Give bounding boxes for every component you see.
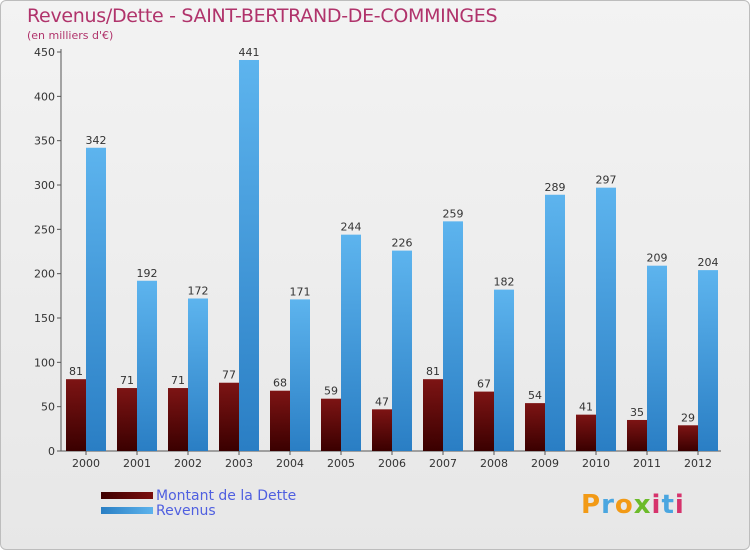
bar-dette — [270, 390, 290, 451]
bar-dette — [423, 379, 443, 451]
proxiti-logo: Proxiti — [581, 490, 685, 520]
bar-dette — [219, 382, 239, 451]
data-label-dette: 71 — [171, 374, 185, 387]
bar-dette — [576, 414, 596, 451]
data-label-dette: 67 — [477, 378, 491, 391]
y-tick-label: 350 — [34, 135, 55, 148]
x-tick-label: 2011 — [633, 457, 661, 470]
data-label-revenus: 204 — [698, 256, 719, 269]
bar-dette — [678, 425, 698, 451]
data-label-revenus: 244 — [341, 221, 362, 234]
y-tick-label: 100 — [34, 356, 55, 369]
data-label-revenus: 289 — [545, 181, 566, 194]
data-label-revenus: 441 — [239, 46, 260, 59]
data-label-revenus: 226 — [392, 237, 413, 250]
x-tick-label: 2005 — [327, 457, 355, 470]
data-label-dette: 29 — [681, 411, 695, 424]
y-tick-label: 150 — [34, 312, 55, 325]
chart-title: Revenus/Dette - SAINT-BERTRAND-DE-COMMIN… — [27, 5, 498, 27]
legend: Montant de la Dette Revenus — [101, 487, 297, 519]
x-tick-label: 2007 — [429, 457, 457, 470]
data-label-revenus: 297 — [596, 174, 617, 187]
bar-dette — [168, 388, 188, 451]
bars — [66, 59, 718, 451]
x-tick-label: 2001 — [123, 457, 151, 470]
data-label-revenus: 259 — [443, 207, 464, 220]
data-label-dette: 54 — [528, 389, 542, 402]
x-tick-label: 2004 — [276, 457, 304, 470]
data-label-dette: 47 — [375, 395, 389, 408]
bar-revenus — [290, 299, 310, 451]
data-label-dette: 81 — [426, 365, 440, 378]
bar-revenus — [698, 270, 718, 451]
data-label-dette: 35 — [630, 406, 644, 419]
legend-label-dette: Montant de la Dette — [156, 487, 297, 504]
data-labels: 81 342 71 192 71 172 77 441 68 171 59 244 47 226 81 259… — [69, 46, 719, 424]
bar-dette — [117, 388, 137, 451]
legend-swatch-revenus — [101, 507, 153, 514]
x-tick-label: 2012 — [684, 457, 712, 470]
data-label-revenus: 171 — [290, 285, 311, 298]
bar-dette — [525, 403, 545, 451]
data-label-dette: 71 — [120, 374, 134, 387]
bar-revenus — [545, 194, 565, 451]
data-label-dette: 81 — [69, 365, 83, 378]
y-tick-label: 50 — [41, 401, 55, 414]
data-label-dette: 68 — [273, 377, 287, 390]
bar-revenus — [137, 280, 157, 451]
bar-dette — [321, 398, 341, 451]
bar-revenus — [239, 59, 259, 451]
legend-label-revenus: Revenus — [156, 502, 216, 519]
legend-item-dette: Montant de la Dette — [101, 487, 297, 504]
data-label-dette: 41 — [579, 401, 593, 414]
bar-revenus — [392, 250, 412, 451]
data-label-dette: 77 — [222, 369, 236, 382]
bar-dette — [627, 419, 647, 451]
y-tick-label: 0 — [48, 445, 55, 458]
data-label-revenus: 342 — [86, 134, 107, 147]
y-tick-label: 200 — [34, 268, 55, 281]
bar-dette — [66, 379, 86, 451]
y-tick-label: 450 — [34, 46, 55, 59]
bar-revenus — [647, 265, 667, 451]
bar-revenus — [86, 147, 106, 451]
data-label-revenus: 192 — [137, 267, 158, 280]
x-tick-label: 2000 — [72, 457, 100, 470]
y-tick-label: 400 — [34, 90, 55, 103]
x-tick-label: 2009 — [531, 457, 559, 470]
x-tick-label: 2008 — [480, 457, 508, 470]
bar-revenus — [188, 298, 208, 451]
y-tick-label: 250 — [34, 223, 55, 236]
x-tick-label: 2010 — [582, 457, 610, 470]
data-label-revenus: 209 — [647, 252, 668, 265]
bar-revenus — [596, 187, 616, 451]
data-label-dette: 59 — [324, 385, 338, 398]
chart-subtitle: (en milliers d'€) — [27, 29, 114, 42]
x-tick-label: 2002 — [174, 457, 202, 470]
x-tick-label: 2003 — [225, 457, 253, 470]
legend-swatch-dette — [101, 492, 153, 499]
bar-revenus — [443, 221, 463, 451]
bar-revenus — [341, 234, 361, 451]
legend-item-revenus: Revenus — [101, 502, 296, 519]
y-tick-label: 300 — [34, 179, 55, 192]
bar-dette — [474, 391, 494, 451]
bar-revenus — [494, 289, 514, 451]
x-tick-label: 2006 — [378, 457, 406, 470]
data-label-revenus: 182 — [494, 276, 515, 289]
bar-dette — [372, 409, 392, 451]
data-label-revenus: 172 — [188, 284, 209, 297]
